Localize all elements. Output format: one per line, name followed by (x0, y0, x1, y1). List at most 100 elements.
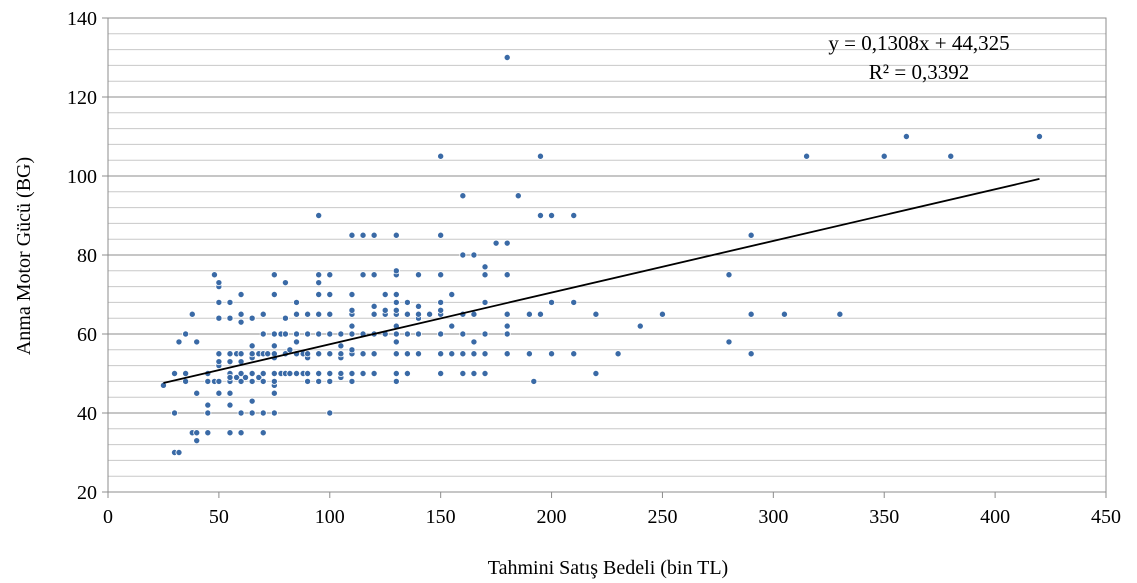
data-point (237, 429, 245, 437)
data-point (259, 409, 267, 417)
data-point (403, 369, 411, 377)
data-point (481, 350, 489, 358)
x-tick-label: 400 (980, 506, 1010, 528)
data-point (570, 350, 578, 358)
data-point (1035, 132, 1043, 140)
data-point (403, 310, 411, 318)
data-point (459, 251, 467, 259)
data-point (248, 350, 256, 358)
data-point (370, 350, 378, 358)
y-axis-ticks: 20 40 60 80 100 120 140 (67, 8, 108, 504)
data-point (359, 350, 367, 358)
data-point (293, 369, 301, 377)
x-tick-label: 450 (1091, 506, 1121, 528)
data-point (304, 350, 312, 358)
data-point (210, 271, 218, 279)
data-point (548, 350, 556, 358)
data-point (459, 192, 467, 200)
data-point (503, 322, 511, 330)
data-point (193, 389, 201, 397)
data-point (836, 310, 844, 318)
data-point (403, 330, 411, 338)
data-point (348, 290, 356, 298)
data-point (226, 401, 234, 409)
data-point (226, 389, 234, 397)
data-point (392, 298, 400, 306)
data-point (437, 306, 445, 314)
data-point (348, 322, 356, 330)
data-point (188, 310, 196, 318)
data-point (503, 54, 511, 62)
y-tick-label: 100 (67, 166, 97, 188)
data-point (204, 409, 212, 417)
data-point (403, 350, 411, 358)
data-point (381, 290, 389, 298)
data-point (548, 211, 556, 219)
data-point (315, 350, 323, 358)
data-point (270, 342, 278, 350)
data-point (392, 306, 400, 314)
data-point (182, 369, 190, 377)
data-point (182, 330, 190, 338)
data-point (348, 231, 356, 239)
data-point (175, 448, 183, 456)
data-point (270, 389, 278, 397)
data-point (636, 322, 644, 330)
data-point (448, 290, 456, 298)
x-tick-label: 50 (209, 506, 229, 528)
data-point (326, 271, 334, 279)
data-point (414, 330, 422, 338)
data-point (570, 211, 578, 219)
data-point (437, 231, 445, 239)
data-point (286, 369, 294, 377)
data-point (204, 401, 212, 409)
x-tick-label: 200 (537, 506, 567, 528)
data-point (315, 271, 323, 279)
data-point (437, 298, 445, 306)
data-point (548, 298, 556, 306)
y-axis-title: Anma Motor Gücü (BG) (13, 157, 35, 355)
data-point (503, 310, 511, 318)
data-point (286, 346, 294, 354)
data-point (215, 389, 223, 397)
data-point (248, 397, 256, 405)
data-point (315, 290, 323, 298)
data-point (536, 310, 544, 318)
data-point (658, 310, 666, 318)
x-tick-label: 150 (426, 506, 456, 528)
data-point (193, 338, 201, 346)
data-point (392, 338, 400, 346)
data-point (359, 369, 367, 377)
data-point (171, 369, 179, 377)
data-point (481, 369, 489, 377)
data-point (248, 369, 256, 377)
data-point (880, 152, 888, 160)
data-point (359, 271, 367, 279)
data-point (525, 310, 533, 318)
data-point (326, 350, 334, 358)
data-point (259, 429, 267, 437)
data-point (437, 152, 445, 160)
data-point (337, 330, 345, 338)
data-point (293, 310, 301, 318)
data-point (264, 350, 272, 358)
data-point (315, 310, 323, 318)
data-point (293, 298, 301, 306)
data-points (159, 54, 1043, 456)
data-point (270, 369, 278, 377)
x-tick-label: 100 (315, 506, 345, 528)
r-squared-label: R² = 0,3392 (869, 60, 969, 84)
data-point (259, 310, 267, 318)
data-point (193, 437, 201, 445)
data-point (337, 369, 345, 377)
data-point (470, 338, 478, 346)
data-point (348, 346, 356, 354)
data-point (281, 314, 289, 322)
data-point (233, 373, 241, 381)
data-point (281, 330, 289, 338)
data-point (370, 231, 378, 239)
trendline-equation: y = 0,1308x + 44,325 (828, 31, 1009, 55)
data-point (503, 330, 511, 338)
data-point (614, 350, 622, 358)
